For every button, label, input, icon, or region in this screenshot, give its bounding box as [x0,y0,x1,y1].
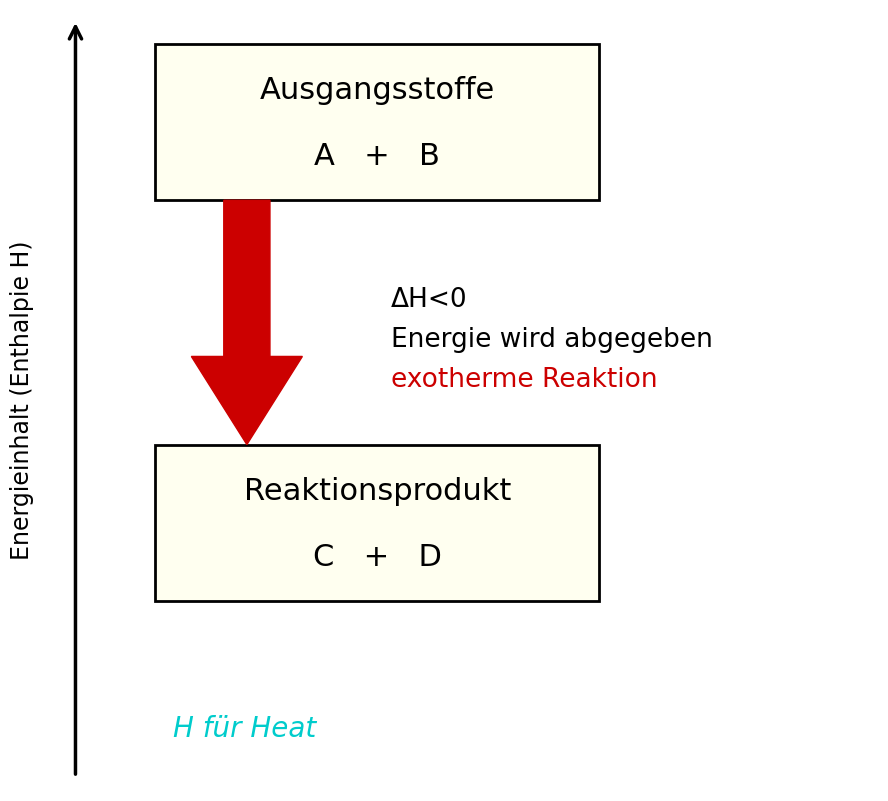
Text: A   +   B: A + B [314,142,440,171]
Text: C   +   D: C + D [313,542,442,572]
FancyBboxPatch shape [155,445,599,601]
Text: Reaktionsprodukt: Reaktionsprodukt [243,477,511,506]
Text: H für Heat: H für Heat [173,715,316,743]
Text: Energieinhalt (Enthalpie H): Energieinhalt (Enthalpie H) [10,241,35,560]
Text: exotherme Reaktion: exotherme Reaktion [391,368,657,393]
FancyArrow shape [192,200,302,445]
Text: Ausgangsstoffe: Ausgangsstoffe [260,76,495,106]
Text: Energie wird abgegeben: Energie wird abgegeben [391,328,712,353]
Text: ΔH<0: ΔH<0 [391,288,467,313]
FancyBboxPatch shape [155,44,599,200]
